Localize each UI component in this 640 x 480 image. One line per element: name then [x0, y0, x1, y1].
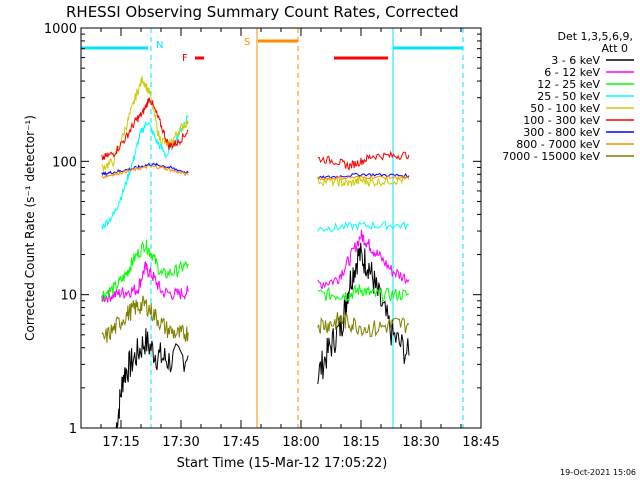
y-tick-label: 100 [52, 155, 77, 170]
chart-title: RHESSI Observing Summary Count Rates, Co… [66, 3, 459, 21]
legend-subtitle: Att 0 [602, 42, 628, 55]
series-line-25-50-kev-seg2 [317, 220, 410, 233]
n-flag-label: N [156, 40, 163, 51]
series-line-6-12-kev-seg1 [101, 261, 189, 303]
legend-entry-label: 25 - 50 keV [537, 90, 600, 103]
tick-labels: 1 10 100 1000 17:15 17:30 17:45 18:00 18:15 18:30… [44, 22, 500, 450]
legend-entry-label: 300 - 800 keV [523, 126, 600, 139]
legend-title: Det 1,3,5,6,9, [557, 30, 633, 43]
legend-entry-label: 100 - 300 keV [523, 114, 600, 127]
series-line-7000-15000-kev-seg2 [317, 312, 410, 338]
legend-entry-label: 800 - 7000 keV [516, 138, 600, 151]
y-axis-label: Corrected Count Rate (s⁻¹ detector⁻¹) [23, 115, 37, 341]
series-line-3-6-kev-seg1 [115, 328, 189, 429]
series-line-3-6-kev-seg2 [317, 242, 410, 385]
x-tick-label: 18:15 [342, 435, 379, 450]
legend-entry-label: 3 - 6 keV [551, 54, 600, 67]
s-flag-label: S [244, 37, 250, 48]
series-line-800-7000-kev-seg2 [317, 174, 410, 181]
series-line-6-12-kev-seg2 [317, 229, 410, 290]
x-tick-label: 18:00 [282, 435, 319, 450]
plot-frame [80, 27, 482, 429]
x-axis-label: Start Time (15-Mar-12 17:05:22) [177, 456, 388, 471]
x-tick-label: 18:30 [402, 435, 439, 450]
x-tick-label: 17:15 [102, 435, 139, 450]
legend-entry-label: 7000 - 15000 keV [502, 150, 600, 163]
y-tick-label: 1000 [44, 22, 77, 37]
series-line-800-7000-kev-seg1 [101, 164, 189, 179]
series-line-7000-15000-kev-seg1 [101, 295, 189, 343]
series-group [101, 75, 410, 429]
legend-entry-label: 6 - 12 keV [544, 66, 600, 79]
x-tick-label: 17:30 [162, 435, 199, 450]
footer-date: 19-Oct-2021 15:06 [560, 468, 636, 477]
series-line-100-300-kev-seg1 [101, 97, 189, 161]
f-flag-label: F [182, 53, 188, 64]
series-line-12-25-kev-seg2 [317, 284, 410, 303]
series-line-300-800-kev-seg1 [101, 162, 189, 177]
x-tick-label: 17:45 [222, 435, 259, 450]
x-tick-label: 18:45 [462, 435, 499, 450]
series-line-100-300-kev-seg2 [317, 150, 410, 171]
legend-entry-label: 12 - 25 keV [537, 78, 600, 91]
series-line-12-25-kev-seg1 [101, 239, 189, 302]
axes [80, 27, 482, 429]
y-tick-label: 10 [60, 289, 77, 304]
legend-entry-label: 50 - 100 keV [530, 102, 600, 115]
y-tick-label: 1 [69, 422, 77, 437]
